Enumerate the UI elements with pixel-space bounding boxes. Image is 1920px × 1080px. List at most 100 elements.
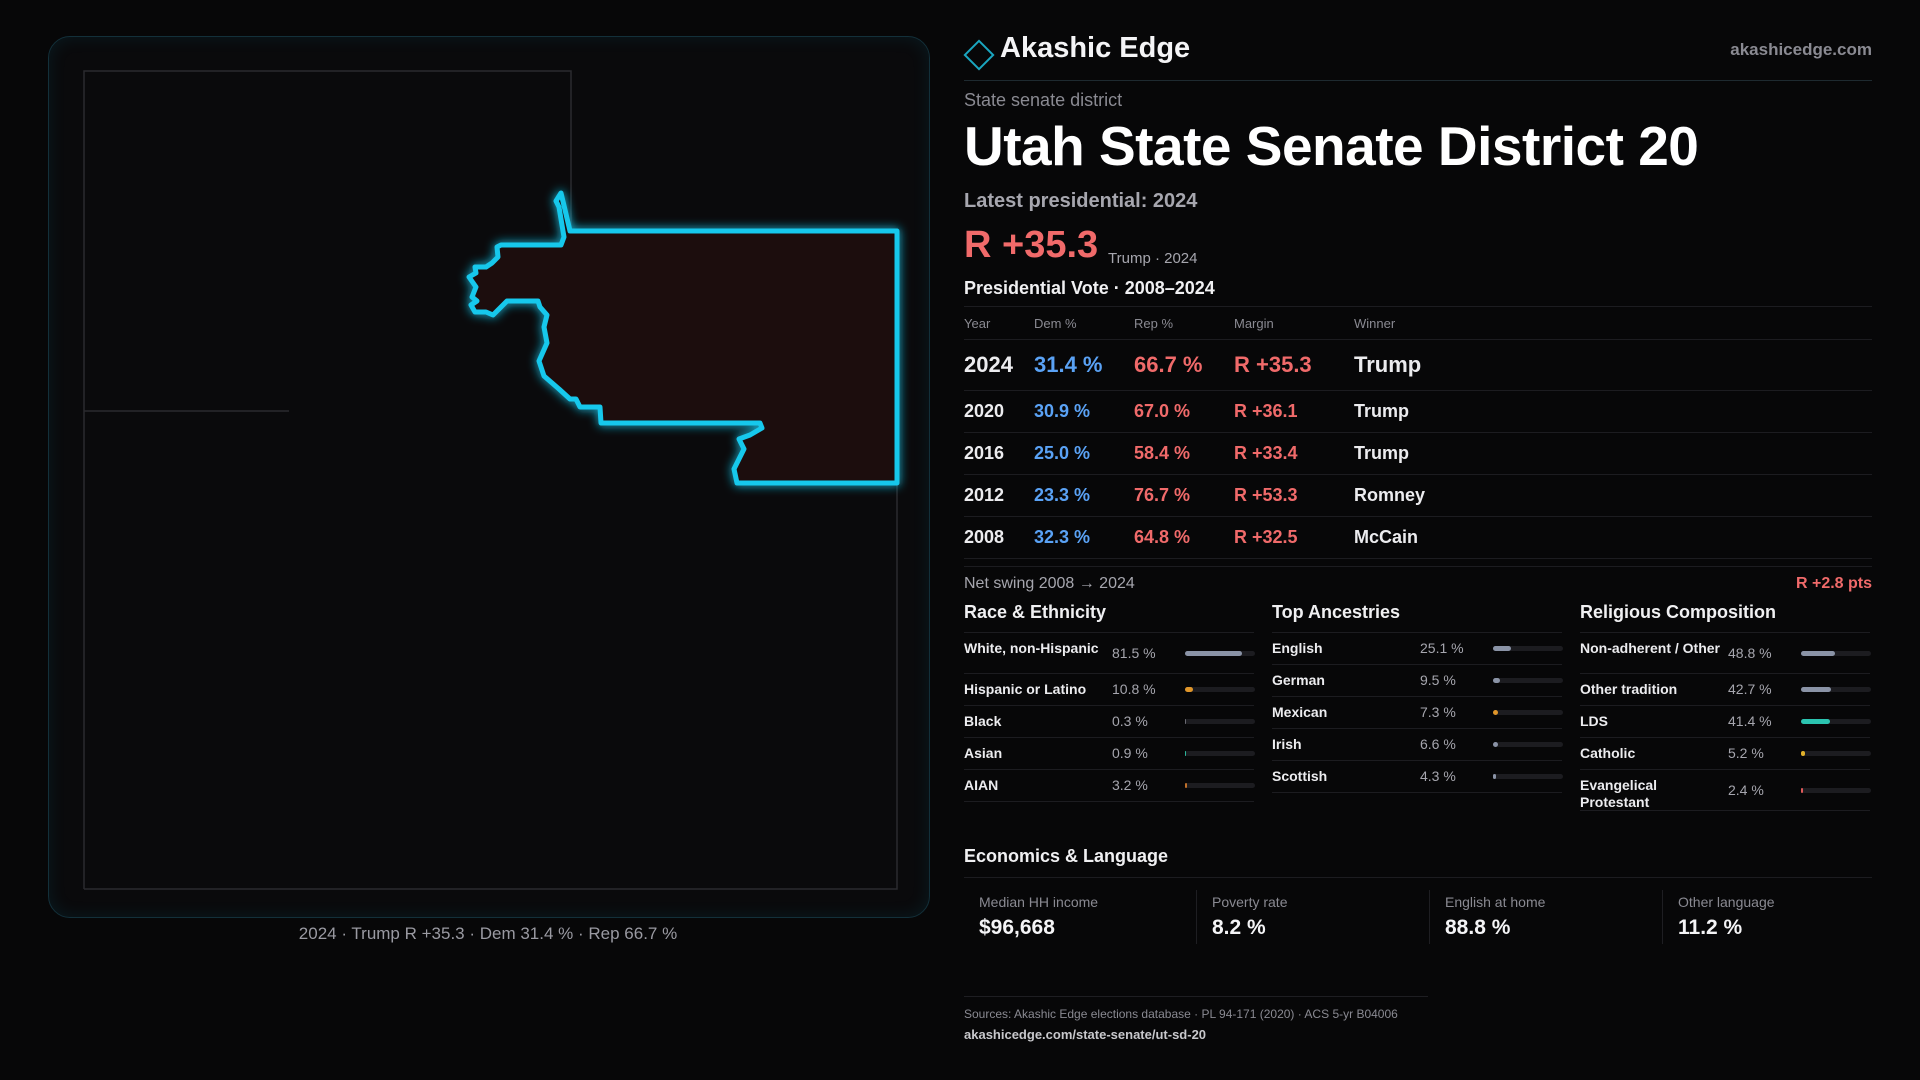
- year-cell: 2024: [964, 339, 1034, 391]
- stat-value: 8.2 %: [1212, 916, 1266, 939]
- rep-cell: 67.0 %: [1134, 390, 1234, 433]
- dem-cell: 32.3 %: [1034, 516, 1134, 559]
- latest-presidential-label: Latest presidential: 2024: [964, 190, 1198, 212]
- item-bar: [1801, 651, 1871, 656]
- winner-cell: Trump: [1354, 339, 1872, 391]
- dem-cell: 30.9 %: [1034, 390, 1134, 433]
- item-label: White, non-Hispanic: [964, 640, 1099, 656]
- list-item: Mexican 7.3 %: [1272, 697, 1563, 729]
- list-item: White, non-Hispanic 81.5 %: [964, 633, 1255, 674]
- item-bar: [1185, 751, 1255, 756]
- presidential-vote-table: Year Dem % Rep % Margin Winner 2024 31.4…: [964, 306, 1872, 559]
- col-header-year: Year: [964, 306, 1034, 340]
- stat-label: Other language: [1678, 894, 1775, 910]
- race-ethnicity-title: Race & Ethnicity: [964, 602, 1254, 633]
- year-cell: 2020: [964, 390, 1034, 433]
- item-bar: [1493, 742, 1563, 747]
- ancestries-title: Top Ancestries: [1272, 602, 1562, 633]
- year-cell: 2016: [964, 432, 1034, 475]
- item-value: 41.4 %: [1728, 713, 1772, 729]
- item-label: Black: [964, 713, 1002, 729]
- item-label: Catholic: [1580, 745, 1636, 761]
- item-bar: [1801, 719, 1871, 724]
- item-label: AIAN: [964, 777, 999, 793]
- item-bar: [1493, 646, 1563, 651]
- stat-label: Median HH income: [979, 894, 1099, 910]
- item-value: 0.9 %: [1112, 745, 1148, 761]
- col-header-winner: Winner: [1354, 306, 1872, 340]
- table-row: 2012 23.3 % 76.7 % R +53.3 Romney: [964, 474, 1872, 517]
- item-label: Mexican: [1272, 704, 1328, 720]
- district-map-panel: [48, 36, 930, 918]
- item-value: 0.3 %: [1112, 713, 1148, 729]
- item-bar: [1185, 687, 1255, 692]
- item-bar-fill: [1493, 742, 1498, 747]
- list-item: Other tradition 42.7 %: [1580, 674, 1871, 706]
- item-label: Hispanic or Latino: [964, 681, 1087, 697]
- item-bar: [1493, 710, 1563, 715]
- item-label: German: [1272, 672, 1325, 688]
- stat-value: 11.2 %: [1678, 916, 1743, 939]
- page-title: Utah State Senate District 20: [964, 115, 1699, 177]
- stat-value: 88.8 %: [1445, 916, 1511, 939]
- list-item: Irish 6.6 %: [1272, 729, 1563, 761]
- winner-cell: McCain: [1354, 516, 1872, 559]
- sources-footer: Sources: Akashic Edge elections database…: [964, 996, 1428, 1042]
- brand-header: Akashic Edge akashicedge.com: [963, 30, 1872, 81]
- table-header-row: Year Dem % Rep % Margin Winner: [964, 306, 1872, 340]
- item-bar-fill: [1185, 687, 1193, 692]
- margin-cell: R +33.4: [1234, 432, 1354, 475]
- margin-cell: R +35.3: [1234, 339, 1354, 391]
- headline-margin-sub: Trump · 2024: [1108, 250, 1198, 267]
- list-item: LDS 41.4 %: [1580, 706, 1871, 738]
- stat-label: Poverty rate: [1212, 894, 1288, 910]
- item-bar: [1801, 788, 1871, 793]
- margin-cell: R +53.3: [1234, 474, 1354, 517]
- item-bar-fill: [1801, 788, 1803, 793]
- table-row: 2020 30.9 % 67.0 % R +36.1 Trump: [964, 390, 1872, 433]
- list-item: Hispanic or Latino 10.8 %: [964, 674, 1255, 706]
- source-url-link[interactable]: akashicedge.com/state-senate/ut-sd-20: [964, 1027, 1207, 1042]
- dem-cell: 31.4 %: [1034, 339, 1134, 391]
- col-header-dem: Dem %: [1034, 306, 1134, 340]
- dem-cell: 25.0 %: [1034, 432, 1134, 475]
- year-cell: 2012: [964, 474, 1034, 517]
- item-bar: [1493, 774, 1563, 779]
- item-bar-fill: [1801, 751, 1805, 756]
- item-label: LDS: [1580, 713, 1608, 729]
- brand-name: Akashic Edge: [1000, 32, 1191, 64]
- list-item: Black 0.3 %: [964, 706, 1255, 738]
- item-bar: [1185, 651, 1255, 656]
- rep-cell: 66.7 %: [1134, 339, 1234, 391]
- item-bar-fill: [1185, 751, 1187, 756]
- table-row: 2024 31.4 % 66.7 % R +35.3 Trump: [964, 339, 1872, 391]
- margin-cell: R +32.5: [1234, 516, 1354, 559]
- rep-cell: 58.4 %: [1134, 432, 1234, 475]
- item-label: Evangelical Protestant: [1580, 777, 1658, 810]
- religion-title: Religious Composition: [1580, 602, 1870, 633]
- table-row: 2008 32.3 % 64.8 % R +32.5 McCain: [964, 516, 1872, 559]
- diamond-logo-icon: [963, 39, 995, 71]
- item-bar: [1493, 678, 1563, 683]
- item-value: 25.1 %: [1420, 640, 1464, 656]
- item-bar-fill: [1801, 719, 1830, 724]
- list-item: AIAN 3.2 %: [964, 770, 1255, 802]
- item-bar-fill: [1185, 719, 1187, 724]
- winner-cell: Trump: [1354, 432, 1872, 475]
- item-bar: [1185, 783, 1255, 788]
- rep-cell: 64.8 %: [1134, 516, 1234, 559]
- item-value: 9.5 %: [1420, 672, 1456, 688]
- net-swing-row: Net swing 2008 → 2024 R +2.8 pts: [964, 566, 1872, 592]
- district-boundary: [466, 190, 900, 486]
- item-bar-fill: [1801, 651, 1836, 656]
- ancestries-section: Top Ancestries English 25.1 % German 9.5…: [1272, 602, 1563, 793]
- item-value: 48.8 %: [1728, 645, 1772, 661]
- list-item: Non-adherent / Other 48.8 %: [1580, 633, 1871, 674]
- item-bar-fill: [1493, 646, 1511, 651]
- item-bar: [1801, 751, 1871, 756]
- district-map: [83, 70, 900, 890]
- table-row: 2016 25.0 % 58.4 % R +33.4 Trump: [964, 432, 1872, 475]
- item-label: Other tradition: [1580, 681, 1678, 697]
- brand-url-link[interactable]: akashicedge.com: [1730, 40, 1872, 59]
- stat-other-language: Other language 11.2 %: [1662, 890, 1873, 944]
